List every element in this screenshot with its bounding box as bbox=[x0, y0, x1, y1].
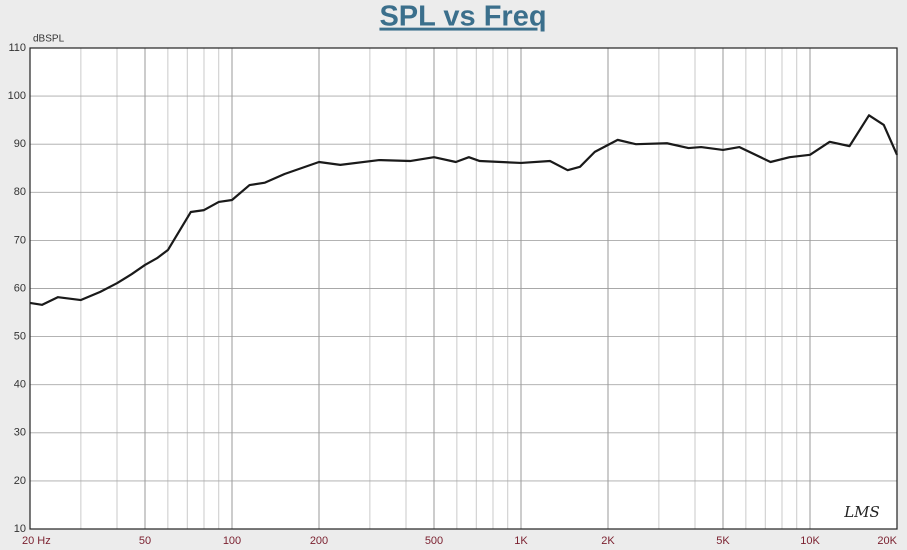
y-tick-label: 50 bbox=[14, 331, 26, 343]
y-tick-label: 20 bbox=[14, 475, 26, 487]
y-tick-label: 80 bbox=[14, 186, 26, 198]
x-tick-label: 5K bbox=[716, 535, 730, 547]
y-tick-label: 60 bbox=[14, 282, 26, 294]
y-tick-label: 110 bbox=[8, 42, 26, 54]
y-tick-label: 100 bbox=[8, 90, 26, 102]
y-tick-label: 90 bbox=[14, 138, 26, 150]
x-tick-label: 50 bbox=[139, 535, 151, 547]
y-tick-label: 30 bbox=[14, 427, 26, 439]
y-axis-label: dBSPL bbox=[33, 34, 65, 45]
x-tick-label: 200 bbox=[310, 535, 328, 547]
y-tick-label: 40 bbox=[14, 379, 26, 391]
x-tick-label: 20K bbox=[877, 535, 897, 547]
marks bbox=[29, 114, 899, 306]
chart-title: SPL vs Freq bbox=[379, 1, 546, 33]
grid bbox=[29, 47, 898, 530]
y-tick-label: 10 bbox=[14, 523, 26, 535]
x-tick-label: 10K bbox=[800, 535, 820, 547]
plot-border bbox=[29, 47, 898, 530]
x-tick-label: 2K bbox=[601, 535, 615, 547]
x-tick-label: 100 bbox=[223, 535, 241, 547]
spl-line bbox=[29, 114, 899, 306]
y-tick-label: 70 bbox=[14, 234, 26, 246]
x-tick-label: 1K bbox=[514, 535, 528, 547]
watermark: LMS bbox=[843, 503, 880, 521]
x-tick-label: 500 bbox=[425, 535, 443, 547]
x-tick-label: 20 Hz bbox=[22, 535, 51, 547]
